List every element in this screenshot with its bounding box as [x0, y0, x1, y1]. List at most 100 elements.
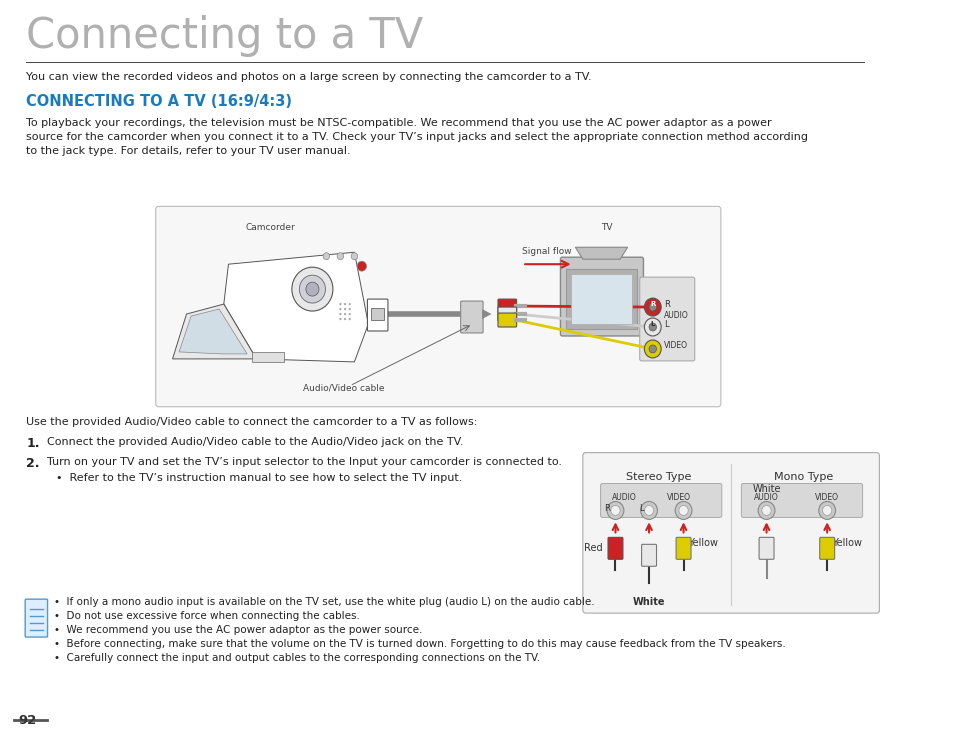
Text: Signal flow: Signal flow — [521, 247, 571, 256]
Circle shape — [344, 303, 346, 305]
Text: TV: TV — [600, 223, 613, 232]
Circle shape — [643, 298, 660, 316]
Text: AUDIO: AUDIO — [663, 310, 688, 320]
Circle shape — [344, 308, 346, 310]
Text: White: White — [632, 597, 664, 607]
FancyBboxPatch shape — [676, 537, 690, 559]
Polygon shape — [179, 309, 247, 354]
Text: Turn on your TV and set the TV’s input selector to the Input your camcorder is c: Turn on your TV and set the TV’s input s… — [47, 456, 561, 466]
Circle shape — [648, 303, 656, 311]
Circle shape — [643, 505, 653, 515]
Text: 1.: 1. — [26, 437, 40, 450]
Polygon shape — [481, 309, 491, 319]
Text: Connect the provided Audio/Video cable to the Audio/Video jack on the TV.: Connect the provided Audio/Video cable t… — [47, 437, 462, 447]
Text: Red: Red — [583, 543, 601, 553]
Circle shape — [348, 303, 351, 305]
Circle shape — [336, 253, 343, 260]
Circle shape — [356, 261, 366, 271]
FancyBboxPatch shape — [600, 483, 721, 518]
FancyBboxPatch shape — [641, 545, 656, 566]
Text: Yellow: Yellow — [831, 538, 861, 548]
Text: L: L — [663, 320, 668, 328]
Text: Use the provided Audio/Video cable to connect the camcorder to a TV as follows:: Use the provided Audio/Video cable to co… — [26, 417, 477, 427]
Circle shape — [675, 502, 691, 520]
Bar — [570, 274, 632, 324]
FancyBboxPatch shape — [582, 453, 879, 613]
Text: R: R — [649, 301, 655, 307]
Text: 92: 92 — [19, 714, 37, 727]
Circle shape — [348, 308, 351, 310]
Circle shape — [643, 340, 660, 358]
Text: AUDIO: AUDIO — [612, 493, 637, 502]
Circle shape — [648, 323, 656, 331]
Text: 2.: 2. — [26, 456, 40, 469]
Polygon shape — [224, 253, 368, 362]
Text: R: R — [663, 299, 669, 309]
Circle shape — [339, 318, 341, 320]
Bar — [252, 352, 284, 362]
Text: Audio/Video cable: Audio/Video cable — [303, 384, 384, 393]
Circle shape — [606, 502, 623, 520]
Circle shape — [351, 253, 357, 260]
FancyBboxPatch shape — [497, 313, 517, 327]
Text: VIDEO: VIDEO — [814, 493, 839, 502]
Circle shape — [758, 502, 774, 520]
FancyBboxPatch shape — [155, 207, 720, 407]
Text: To playback your recordings, the television must be NTSC-compatible. We recommen: To playback your recordings, the televis… — [26, 118, 807, 156]
Text: •  If only a mono audio input is available on the TV set, use the white plug (au: • If only a mono audio input is availabl… — [54, 597, 594, 607]
Text: Connecting to a TV: Connecting to a TV — [26, 15, 423, 57]
Circle shape — [643, 318, 660, 336]
Circle shape — [761, 505, 770, 515]
Text: VIDEO: VIDEO — [663, 342, 687, 350]
Circle shape — [679, 505, 687, 515]
Text: •  Do not use excessive force when connecting the cables.: • Do not use excessive force when connec… — [54, 611, 359, 621]
FancyBboxPatch shape — [819, 537, 834, 559]
FancyBboxPatch shape — [25, 599, 48, 637]
FancyBboxPatch shape — [740, 483, 862, 518]
Circle shape — [818, 502, 835, 520]
FancyBboxPatch shape — [497, 307, 517, 321]
Text: L: L — [650, 321, 655, 327]
Text: CONNECTING TO A TV (16:9/4:3): CONNECTING TO A TV (16:9/4:3) — [26, 93, 292, 109]
Circle shape — [299, 275, 325, 303]
Circle shape — [292, 267, 333, 311]
Polygon shape — [172, 304, 256, 359]
Text: •  Carefully connect the input and output cables to the corresponding connection: • Carefully connect the input and output… — [54, 653, 539, 663]
FancyBboxPatch shape — [497, 299, 517, 313]
Circle shape — [339, 313, 341, 315]
Circle shape — [323, 253, 330, 260]
Circle shape — [348, 313, 351, 315]
Text: •  Before connecting, make sure that the volume on the TV is turned down. Forget: • Before connecting, make sure that the … — [54, 639, 785, 649]
Polygon shape — [575, 247, 627, 259]
Circle shape — [306, 282, 318, 296]
Circle shape — [339, 308, 341, 310]
Circle shape — [821, 505, 831, 515]
Circle shape — [610, 505, 619, 515]
FancyBboxPatch shape — [607, 537, 622, 559]
Text: Stereo Type: Stereo Type — [625, 472, 690, 482]
Circle shape — [344, 318, 346, 320]
FancyBboxPatch shape — [367, 299, 388, 331]
Text: R: R — [603, 504, 609, 513]
Bar — [565, 269, 637, 329]
Text: •  We recommend you use the AC power adaptor as the power source.: • We recommend you use the AC power adap… — [54, 625, 422, 635]
Text: •  Refer to the TV’s instruction manual to see how to select the TV input.: • Refer to the TV’s instruction manual t… — [56, 472, 462, 483]
Text: VIDEO: VIDEO — [666, 493, 690, 502]
Circle shape — [344, 313, 346, 315]
Circle shape — [348, 318, 351, 320]
Circle shape — [339, 303, 341, 305]
Text: L: L — [639, 504, 642, 513]
FancyBboxPatch shape — [759, 537, 773, 559]
Text: Mono Type: Mono Type — [774, 472, 833, 482]
Circle shape — [648, 345, 656, 353]
Text: AUDIO: AUDIO — [754, 493, 778, 502]
Bar — [371, 308, 384, 320]
Text: Yellow: Yellow — [687, 538, 718, 548]
FancyBboxPatch shape — [559, 257, 642, 336]
FancyBboxPatch shape — [460, 301, 482, 333]
Circle shape — [640, 502, 657, 520]
Text: White: White — [752, 485, 780, 494]
Text: You can view the recorded videos and photos on a large screen by connecting the : You can view the recorded videos and pho… — [26, 72, 591, 82]
FancyBboxPatch shape — [639, 277, 694, 361]
Text: Camcorder: Camcorder — [245, 223, 295, 232]
